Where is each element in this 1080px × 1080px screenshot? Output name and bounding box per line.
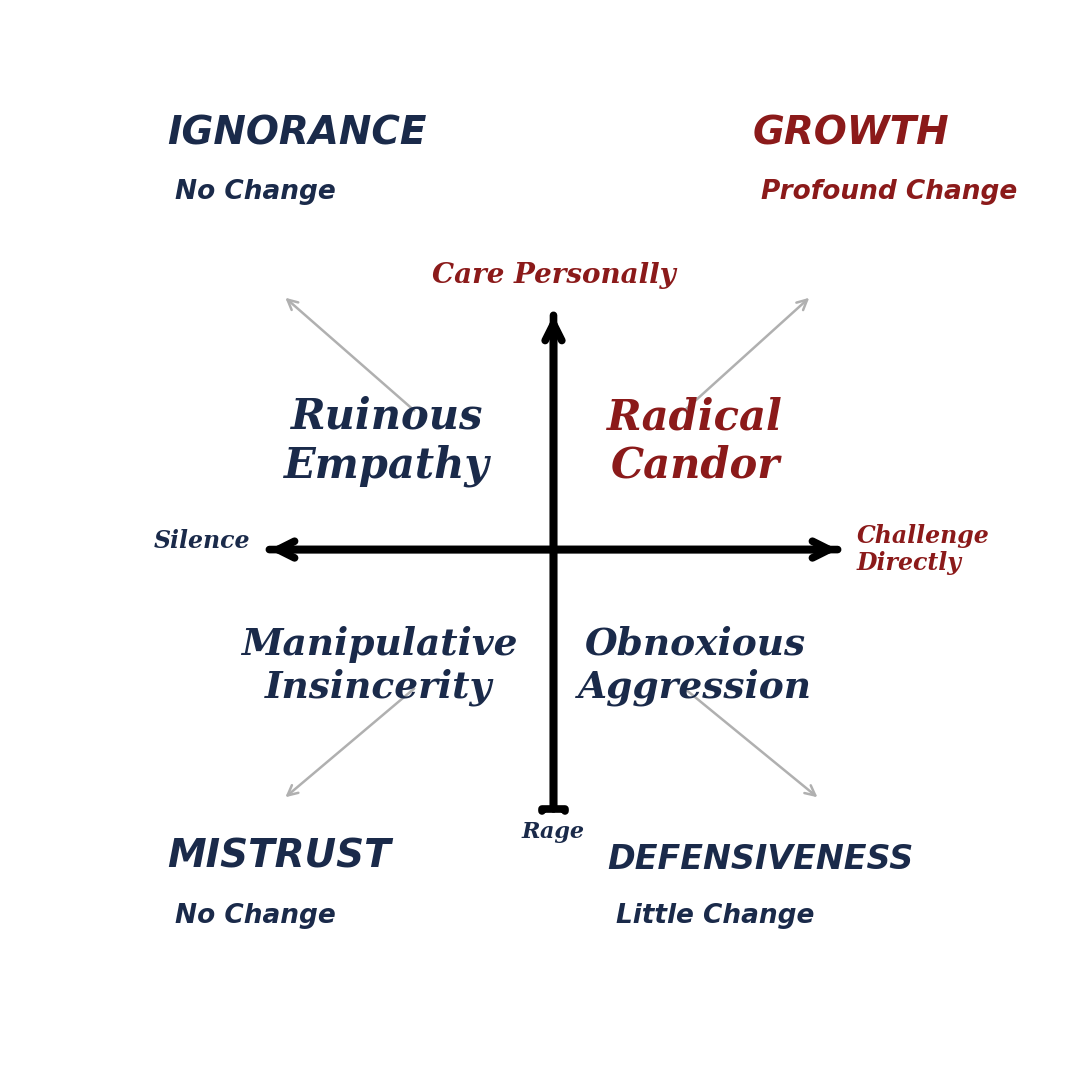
Text: Challenge
Directly: Challenge Directly: [858, 524, 989, 576]
Text: MISTRUST: MISTRUST: [166, 838, 391, 876]
Text: Ruinous
Empathy: Ruinous Empathy: [284, 396, 490, 487]
Text: Manipulative
Insincerity: Manipulative Insincerity: [241, 625, 517, 706]
Text: DEFENSIVENESS: DEFENSIVENESS: [608, 842, 914, 876]
Text: IGNORANCE: IGNORANCE: [166, 114, 427, 152]
Text: GROWTH: GROWTH: [753, 114, 949, 152]
Text: No Change: No Change: [175, 903, 336, 929]
Text: Radical
Candor: Radical Candor: [607, 396, 783, 487]
Text: Little Change: Little Change: [616, 903, 814, 929]
Text: Obnoxious
Aggression: Obnoxious Aggression: [578, 625, 812, 706]
Text: Rage: Rage: [522, 821, 585, 843]
Text: Profound Change: Profound Change: [761, 179, 1017, 205]
Text: Care Personally: Care Personally: [432, 261, 675, 288]
Text: No Change: No Change: [175, 179, 336, 205]
Text: Silence: Silence: [153, 529, 249, 553]
